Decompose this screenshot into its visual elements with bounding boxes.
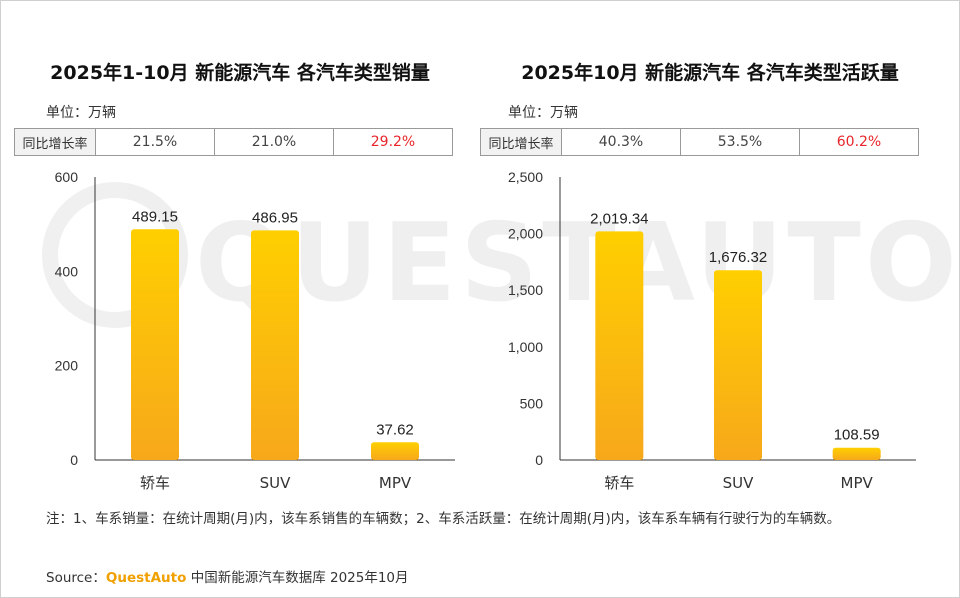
bar-value-label: 37.62 <box>376 421 414 438</box>
yoy-value-suv: 53.5% <box>680 128 800 156</box>
panel-title: 2025年1-10月 新能源汽车 各汽车类型销量 <box>50 62 430 84</box>
bar-chart-active: 0 500 1,000 1,500 2,000 2,500 2,019.34 轿车 1,676.… <box>508 169 916 492</box>
bar-value-label: 489.15 <box>132 208 178 225</box>
y-tick-label: 400 <box>55 263 79 279</box>
x-tick-label: MPV <box>379 474 412 492</box>
watermark-text: QUESTAUTO <box>195 201 960 326</box>
y-tick-label: 0 <box>535 452 543 468</box>
yoy-value-sedan: 40.3% <box>561 128 681 156</box>
y-tick-label: 1,500 <box>508 282 543 298</box>
bar-value-label: 1,676.32 <box>709 249 767 266</box>
x-tick-label: 轿车 <box>140 474 170 492</box>
x-tick-label: SUV <box>260 474 292 492</box>
yoy-value-mpv: 29.2% <box>333 128 453 156</box>
y-tick-label: 2,000 <box>508 226 543 242</box>
source-suffix: 中国新能源汽车数据库 2025年10月 <box>186 570 409 586</box>
y-tick-label: 200 <box>55 358 79 374</box>
yoy-header: 同比增长率 <box>480 128 562 156</box>
source-brand: QuestAuto <box>105 570 187 586</box>
panel-active: 2025年10月 新能源汽车 各汽车类型活跃量 单位：万辆 同比增长率 40.3… <box>470 0 950 500</box>
bar-chart-sales: 0 200 400 600 489.15 轿车 486.95 SUV 37.62 MPV <box>55 169 455 492</box>
y-tick-label: 2,500 <box>508 169 543 185</box>
source-line: Source：QuestAuto 中国新能源汽车数据库 2025年10月 <box>46 566 409 586</box>
y-tick-label: 0 <box>70 452 78 468</box>
bar <box>251 230 299 460</box>
bar-value-label: 108.59 <box>834 427 880 444</box>
yoy-header: 同比增长率 <box>14 128 96 156</box>
bar-value-label: 2,019.34 <box>590 210 648 227</box>
bar <box>595 231 644 460</box>
footnote: 注：1、车系销量：在统计周期(月)内，该车系销售的车辆数；2、车系活跃量：在统计… <box>46 511 841 527</box>
x-tick-label: MPV <box>841 474 874 492</box>
yoy-value-suv: 21.0% <box>214 128 334 156</box>
yoy-table: 同比增长率 21.5% 21.0% 29.2% <box>14 128 453 156</box>
yoy-table: 同比增长率 40.3% 53.5% 60.2% <box>480 128 919 156</box>
y-tick-label: 1,000 <box>508 339 543 355</box>
x-tick-label: SUV <box>723 474 755 492</box>
y-tick-label: 600 <box>55 169 79 185</box>
unit-label: 单位：万辆 <box>508 105 578 121</box>
panel-sales: 2025年1-10月 新能源汽车 各汽车类型销量 单位：万辆 同比增长率 21.… <box>0 0 480 500</box>
bar <box>832 447 881 460</box>
bar <box>371 442 419 460</box>
bar-value-label: 486.95 <box>252 209 298 226</box>
bar <box>714 270 762 460</box>
yoy-value-mpv: 60.2% <box>799 128 919 156</box>
source-prefix: Source： <box>46 570 106 586</box>
panel-title: 2025年10月 新能源汽车 各汽车类型活跃量 <box>521 62 899 84</box>
watermark-logo-icon <box>42 182 188 328</box>
bar <box>131 229 179 460</box>
y-tick-label: 500 <box>520 395 544 411</box>
yoy-value-sedan: 21.5% <box>95 128 215 156</box>
unit-label: 单位：万辆 <box>46 105 116 121</box>
x-tick-label: 轿车 <box>604 474 634 492</box>
